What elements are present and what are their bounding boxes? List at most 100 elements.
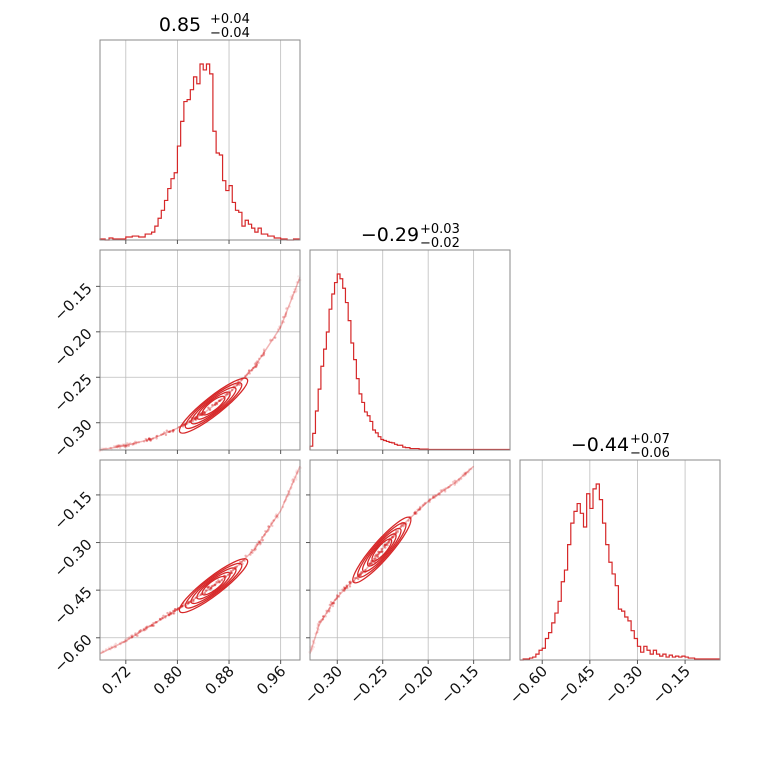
sample-point	[134, 633, 138, 636]
sample-point	[250, 548, 254, 552]
sample-point	[325, 611, 328, 615]
sample-point	[376, 555, 380, 559]
sample-point	[293, 475, 296, 479]
sample-point	[104, 649, 107, 652]
sample-point	[110, 645, 113, 648]
sample-point	[152, 621, 155, 625]
sample-point	[217, 581, 221, 584]
contour-level-4	[196, 391, 231, 420]
sample-point	[281, 319, 284, 323]
sample-point	[99, 447, 103, 450]
xtick-label: −0.30	[301, 662, 346, 707]
sample-point	[292, 480, 295, 483]
sample-point	[109, 446, 113, 450]
sample-point	[168, 430, 171, 434]
sample-point	[292, 480, 296, 484]
text-layer: 0.85 +0.04−0.04−0.29 +0.03−0.02−0.44 +0.07−…	[50, 12, 693, 707]
sample-point	[296, 472, 299, 475]
sample-point	[423, 502, 426, 505]
sample-point	[176, 608, 179, 611]
xtick-label: −0.25	[346, 662, 391, 707]
sample-point	[273, 336, 277, 340]
hist-title-plus-1: +0.04	[210, 12, 250, 27]
sample-point	[391, 536, 395, 539]
sample-point	[464, 473, 467, 477]
sample-point	[342, 586, 346, 589]
sample-point	[380, 547, 383, 551]
sample-point	[264, 529, 267, 533]
sample-point	[102, 650, 105, 654]
sample-point	[256, 543, 259, 546]
sample-point	[155, 434, 159, 438]
sample-point	[117, 445, 120, 448]
sample-point	[150, 437, 153, 441]
sample-point	[291, 293, 294, 297]
sample-point	[331, 601, 334, 605]
sample-point	[432, 495, 435, 499]
sample-point	[386, 544, 389, 547]
sample-point	[322, 615, 325, 618]
sample-point	[173, 608, 177, 611]
sample-point	[316, 622, 320, 626]
sample-point	[292, 479, 296, 482]
sample-point	[244, 374, 247, 378]
sample-point	[465, 471, 469, 474]
hist-title-minus-1: −0.04	[210, 26, 250, 41]
sample-point	[266, 529, 270, 533]
sample-point	[254, 365, 258, 369]
sample-point	[114, 642, 117, 646]
sample-point	[257, 357, 261, 360]
sample-point	[188, 420, 192, 424]
sample-point	[237, 382, 240, 386]
marks-layer	[98, 63, 720, 661]
sample-point	[154, 621, 157, 624]
sample-point	[268, 525, 271, 529]
sample-point	[431, 496, 435, 500]
sample-point	[231, 568, 235, 571]
sample-point	[213, 583, 217, 587]
sample-point	[345, 585, 348, 588]
sample-point	[448, 485, 451, 489]
sample-point	[262, 351, 265, 355]
sample-point	[457, 477, 461, 481]
sample-point	[253, 547, 256, 550]
sample-point	[466, 470, 470, 474]
sample-point	[364, 568, 367, 572]
hist-title-3: −0.44	[571, 434, 629, 456]
sample-point	[290, 482, 293, 486]
sample-point	[121, 444, 124, 447]
sample-point	[295, 281, 298, 284]
sample-point	[341, 588, 344, 591]
sample-point	[173, 609, 177, 613]
sample-point	[313, 642, 316, 645]
sample-point	[108, 647, 112, 651]
sample-point	[261, 538, 265, 542]
sample-point	[383, 544, 386, 548]
sample-point	[187, 601, 190, 605]
sample-point	[418, 505, 422, 509]
sample-point	[275, 513, 278, 516]
sample-point	[235, 565, 238, 568]
sample-point	[127, 637, 131, 640]
sample-point	[165, 429, 169, 432]
sample-point	[137, 630, 141, 634]
sample-point	[422, 503, 425, 507]
sample-point	[290, 486, 293, 489]
sample-point	[104, 447, 108, 450]
sample-point	[142, 627, 146, 631]
sample-point	[463, 474, 466, 478]
sample-point	[310, 649, 313, 652]
sample-point	[145, 625, 149, 628]
ytick-label: −0.25	[50, 370, 95, 415]
sample-point	[375, 553, 378, 557]
sample-point	[247, 371, 250, 375]
sample-point	[428, 500, 431, 504]
sample-point	[155, 437, 158, 440]
sample-point	[119, 642, 122, 646]
sample-point	[118, 642, 122, 645]
sample-point	[387, 540, 390, 544]
sample-point	[328, 607, 332, 610]
sample-point	[224, 393, 227, 396]
sample-point	[319, 620, 322, 623]
sample-point	[467, 469, 471, 473]
